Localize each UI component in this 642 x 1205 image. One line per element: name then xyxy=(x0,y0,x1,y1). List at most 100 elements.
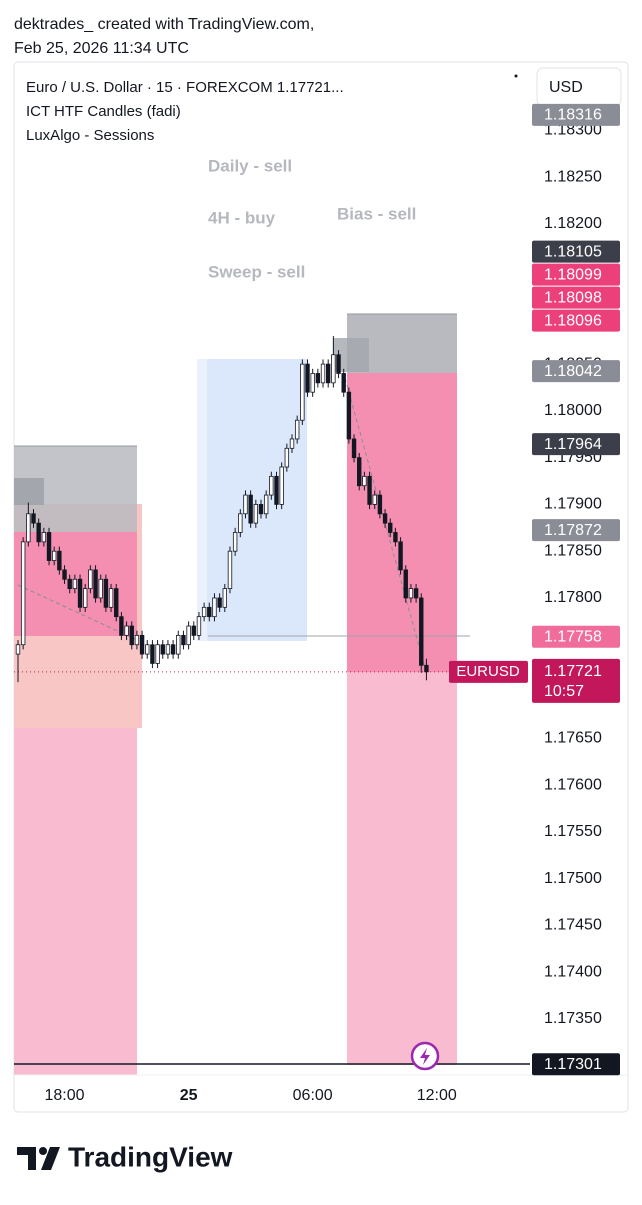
candle-body xyxy=(119,616,124,636)
countdown-label: 10:57 xyxy=(544,683,584,700)
y-tick-label: 1.17600 xyxy=(544,776,602,793)
price-badge-label: 1.17301 xyxy=(544,1056,602,1073)
candle-body xyxy=(232,532,238,552)
price-badge xyxy=(532,625,620,648)
price-badge-label: 1.17872 xyxy=(544,522,602,539)
candle-body xyxy=(419,597,424,666)
y-tick-label: 1.17900 xyxy=(544,496,602,513)
price-badge xyxy=(532,309,620,332)
candle-body xyxy=(351,438,357,459)
y-tick-label: 1.17800 xyxy=(544,589,602,606)
x-tick-label: 06:00 xyxy=(293,1087,333,1104)
candle-body xyxy=(222,588,227,608)
dashed-line xyxy=(17,584,138,641)
price-badge-label: 1.18105 xyxy=(544,243,602,260)
candle-body xyxy=(362,475,367,487)
candle-body xyxy=(310,373,315,393)
price-badge xyxy=(532,103,620,126)
candle-body xyxy=(108,588,114,608)
zone xyxy=(14,728,137,1075)
candle-body xyxy=(150,644,155,664)
candle-body xyxy=(201,606,207,618)
candle-body xyxy=(160,644,165,655)
candle-body xyxy=(46,532,52,561)
candle-body xyxy=(320,363,326,384)
price-badge xyxy=(532,286,620,309)
candle-body xyxy=(227,550,233,590)
candle-body xyxy=(98,578,103,599)
annotation: Bias - sell xyxy=(337,204,416,223)
candle-body xyxy=(103,578,109,608)
candle-body xyxy=(196,616,202,636)
y-tick-label: 1.17500 xyxy=(544,870,602,887)
candle-body xyxy=(382,513,388,524)
logo-part xyxy=(17,1147,36,1170)
candle-body xyxy=(176,634,181,655)
candle-body xyxy=(274,475,279,505)
alert-icon[interactable] xyxy=(410,1041,440,1071)
candle-body xyxy=(253,504,259,524)
chart-title: Euro / U.S. Dollar · 15 · FOREXCOM 1.177… xyxy=(26,79,344,96)
candle-body xyxy=(294,419,300,440)
candle-body xyxy=(346,391,352,440)
header-line: dektrades_ created with TradingView.com, xyxy=(14,16,314,33)
candle-body xyxy=(238,513,243,533)
candle-body xyxy=(212,597,217,618)
candle-body xyxy=(325,363,331,384)
logo-part xyxy=(41,1147,60,1170)
x-tick-label: 25 xyxy=(180,1087,198,1104)
candle-body xyxy=(88,569,93,590)
candle-body xyxy=(393,532,398,543)
candle-body xyxy=(15,644,21,655)
y-tick-label: 1.17450 xyxy=(544,917,602,934)
candle-body xyxy=(263,494,269,515)
logo xyxy=(17,1147,60,1170)
candle-body xyxy=(408,588,414,599)
candle-body xyxy=(289,438,295,449)
price-badge xyxy=(532,433,620,456)
zones xyxy=(14,313,530,1075)
candle-body xyxy=(165,644,171,655)
y-tick-label: 1.18000 xyxy=(544,402,602,419)
candle-body xyxy=(93,569,98,599)
brand: TradingView xyxy=(68,1141,233,1172)
candle-body xyxy=(248,494,253,524)
currency[interactable]: USD xyxy=(549,79,583,96)
alert-bolt[interactable] xyxy=(420,1048,430,1065)
candle-body xyxy=(367,475,372,505)
price-badge xyxy=(532,263,620,286)
candle-body xyxy=(341,373,346,393)
y-tick-label: 1.17850 xyxy=(544,542,602,559)
candle-body xyxy=(20,541,26,646)
indicator-name: ICT HTF Candles (fadi) xyxy=(26,103,181,120)
candle-body xyxy=(217,597,222,608)
x-tick-label: 12:00 xyxy=(417,1087,457,1104)
candle-body xyxy=(284,447,290,468)
price-badge-label: 1.18096 xyxy=(544,312,602,329)
candle-body xyxy=(207,606,212,618)
price-badge-label: 1.18098 xyxy=(544,289,602,306)
y-tick-label: 1.17550 xyxy=(544,823,602,840)
price-badge-label: 1.18042 xyxy=(544,363,602,380)
y-tick-label: 1.18250 xyxy=(544,168,602,185)
candle-body xyxy=(279,466,284,505)
x-tick-label: 18:00 xyxy=(45,1087,85,1104)
last-price-badge xyxy=(532,658,620,703)
zone xyxy=(347,373,457,672)
price-badge-label: 1.17964 xyxy=(544,436,602,453)
candle-body xyxy=(62,569,67,580)
candle-body xyxy=(155,644,160,664)
candle-body xyxy=(357,457,362,487)
candle-body xyxy=(372,494,377,505)
candle-body xyxy=(41,532,47,543)
zone xyxy=(197,359,207,641)
candle-body xyxy=(388,522,393,533)
dot xyxy=(514,74,518,78)
candle-body xyxy=(67,578,72,590)
candle-body xyxy=(331,354,336,384)
candle-body xyxy=(124,625,129,636)
annotation: 4H - buy xyxy=(208,208,276,227)
price-badge-label: 1.18316 xyxy=(544,107,602,124)
last-price-label: 1.17721 xyxy=(544,663,602,680)
